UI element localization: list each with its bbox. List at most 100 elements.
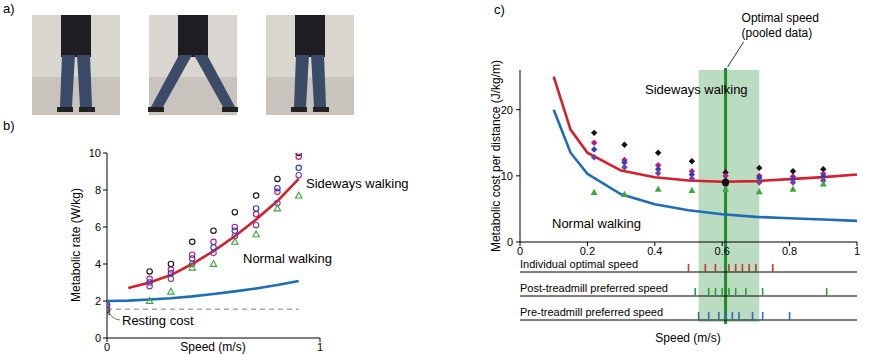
point [296,165,301,170]
point [211,250,216,255]
leg [77,55,92,107]
point [274,205,280,211]
point [296,173,301,178]
point [147,269,152,274]
x-tick-label: 1 [854,245,860,257]
series-line [554,110,857,221]
series-label: Normal walking [552,216,641,231]
point [253,206,258,211]
point [232,228,237,233]
row-tick [715,264,717,272]
x-tick-label: 0.4 [647,245,662,257]
row-label: Post-treadmill preferred speed [520,282,668,294]
shoe [222,107,238,112]
leg [60,55,75,107]
x-tick-label: 0 [517,245,523,257]
x-axis-label: Speed (m/s) [180,340,245,354]
point [790,179,796,185]
leg [294,55,309,107]
panel-label: b) [3,118,15,133]
point [190,239,195,244]
point [147,284,152,289]
photo [32,15,120,115]
point [211,228,216,233]
row-tick [715,288,717,296]
plot-area [107,153,302,315]
panel-label: a) [3,1,15,16]
row-tick [694,288,696,296]
series-line [107,309,299,311]
row-tick [745,288,747,296]
photo-background [266,15,354,115]
point [189,264,195,270]
series-label: Sideways walking [306,176,409,191]
y-tick-label: 10 [89,147,101,159]
optimal-label: Optimal speed [742,11,819,25]
point [275,185,280,190]
series-line [107,281,299,301]
y-tick [103,153,107,154]
y-axis [520,70,521,242]
row-tick [742,264,744,272]
point [168,271,173,276]
x-tick-label: 0.2 [580,245,595,257]
x-tick-label: 0.6 [715,245,730,257]
point [210,261,216,267]
point [253,222,258,227]
point [253,211,258,216]
row-line [520,320,857,321]
point [146,298,152,304]
optimal-line [724,68,727,324]
y-tick [103,301,107,302]
row-tick [698,312,700,320]
photo-background [149,15,237,115]
point [591,130,597,136]
y-tick [103,338,107,339]
torso [178,15,208,57]
row-tick [738,312,740,320]
shoe [291,107,307,112]
point [655,170,661,176]
point [591,140,597,146]
point [168,288,174,294]
y-tick-label: 4 [95,258,101,270]
row-tick [752,312,754,320]
photo [148,15,238,115]
panel-label: c) [494,2,505,17]
y-tick-label: 6 [95,221,101,233]
point [621,142,627,148]
row-tick [721,288,723,296]
photo-background [32,15,120,115]
leg [151,55,192,107]
y-axis-label: Metabolic cost per distance (J/kg/m) [489,60,503,252]
torso [61,15,91,57]
point [190,256,195,261]
row-tick [705,264,707,272]
point [211,239,216,244]
series-label: Resting cost [122,313,194,328]
point [655,185,662,191]
y-tick [516,109,520,110]
label-pointer [728,42,744,67]
y-tick-label: 8 [95,184,101,196]
point [168,261,173,266]
row-tick [725,312,727,320]
row-tick [718,312,720,320]
point [591,146,597,152]
series-label: Sideways walking [645,82,748,97]
y-tick-label: 0 [95,332,101,344]
photo [266,15,354,115]
optimal-label: (pooled data) [742,26,813,40]
row-tick [732,312,734,320]
y-tick [516,175,520,176]
row-tick [748,264,750,272]
shoe [79,107,95,112]
series-line [128,179,298,288]
point [211,245,216,250]
row-tick [772,264,774,272]
point [722,185,729,191]
optimal-band [699,70,760,322]
shoe [148,107,164,112]
point [756,188,763,194]
y-tick [516,242,520,243]
